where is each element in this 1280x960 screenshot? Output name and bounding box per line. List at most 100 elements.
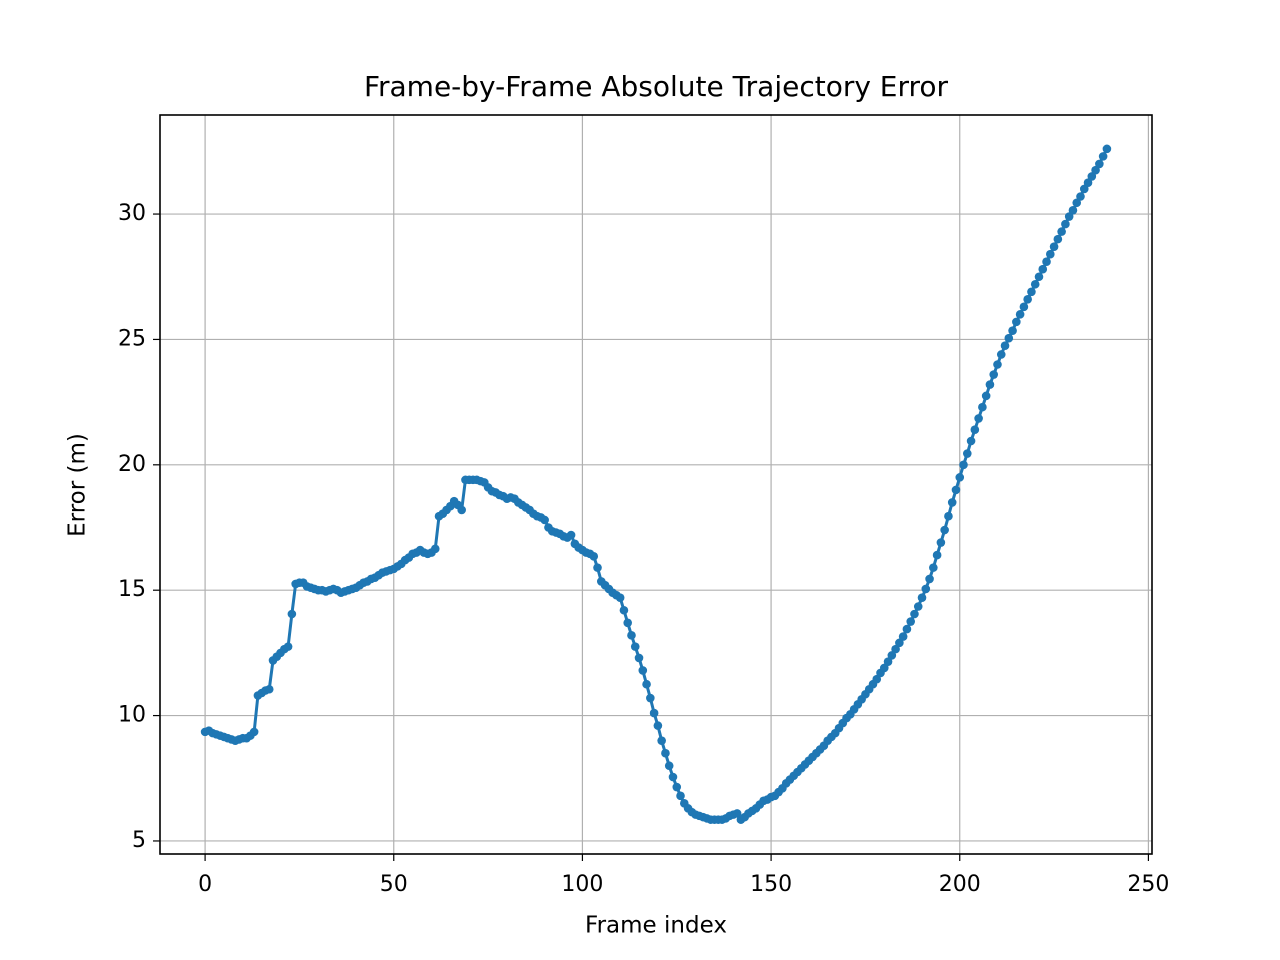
data-point <box>929 563 938 572</box>
data-point <box>996 350 1006 359</box>
data-point <box>981 391 991 401</box>
data-point <box>1057 227 1066 236</box>
chart-title: Frame-by-Frame Absolute Trajectory Error <box>364 70 949 103</box>
data-point <box>913 602 923 611</box>
data-point <box>895 638 904 648</box>
x-axis-label: Frame index <box>585 913 727 939</box>
data-point <box>653 721 663 730</box>
x-tick-label: 250 <box>1127 872 1169 897</box>
data-point <box>985 380 995 389</box>
data-point <box>1095 159 1104 169</box>
data-point <box>966 436 976 446</box>
data-point <box>917 593 927 603</box>
data-point <box>1068 205 1078 215</box>
data-point <box>947 498 957 507</box>
data-point <box>1004 333 1014 343</box>
data-point <box>940 525 949 535</box>
data-point <box>593 563 602 572</box>
data-point <box>287 609 297 619</box>
y-tick-label: 10 <box>118 703 146 728</box>
data-point <box>646 693 655 703</box>
data-point <box>1098 152 1108 161</box>
data-point <box>1038 264 1048 274</box>
data-point <box>910 609 919 619</box>
data-point <box>1083 178 1093 188</box>
data-point <box>1072 198 1082 208</box>
data-point <box>676 791 685 801</box>
data-point <box>649 708 659 718</box>
data-point <box>664 761 674 771</box>
data-point <box>944 511 953 521</box>
data-point <box>925 574 934 584</box>
data-point <box>657 736 666 745</box>
data-point <box>959 460 968 470</box>
data-point <box>638 666 648 675</box>
data-point <box>1015 310 1025 319</box>
data-point <box>627 631 636 640</box>
data-point <box>619 605 629 615</box>
x-tick-label: 50 <box>380 872 408 897</box>
data-point <box>1076 192 1085 201</box>
data-point <box>1027 287 1036 297</box>
data-point <box>661 748 670 758</box>
y-tick-label: 25 <box>118 326 146 351</box>
data-point <box>249 727 259 737</box>
y-tick-label: 15 <box>118 577 146 602</box>
data-point <box>1034 272 1044 282</box>
data-point <box>264 684 274 694</box>
x-tick-label: 200 <box>939 872 981 897</box>
data-point <box>906 617 915 626</box>
data-point <box>1102 144 1112 154</box>
data-point <box>1008 326 1017 335</box>
x-tick-label: 150 <box>750 872 792 897</box>
plot-frame <box>159 114 1153 855</box>
y-tick-label: 20 <box>118 452 146 477</box>
data-point <box>970 425 980 435</box>
data-point <box>936 538 946 547</box>
data-point <box>1079 184 1089 194</box>
data-point <box>630 642 640 651</box>
data-point <box>879 663 889 673</box>
data-point <box>1064 212 1074 221</box>
data-point <box>283 642 293 651</box>
grid <box>160 115 1152 854</box>
data-point <box>921 584 931 594</box>
data-point <box>566 530 576 540</box>
data-point <box>615 593 625 603</box>
data-point <box>430 544 440 554</box>
y-axis-label: Error (m) <box>65 433 91 537</box>
data-point <box>902 624 912 634</box>
data-point <box>932 550 942 560</box>
data-point <box>623 618 633 628</box>
data-point <box>1030 279 1040 289</box>
data-point <box>993 360 1002 369</box>
data-point <box>1012 317 1021 327</box>
data-point <box>872 674 882 684</box>
data-point <box>974 414 983 423</box>
data-point <box>1061 219 1070 229</box>
data-point <box>540 515 549 525</box>
data-point <box>589 552 599 561</box>
data-point <box>1053 234 1063 244</box>
data-point <box>955 473 965 482</box>
data-point <box>1046 249 1055 259</box>
plot <box>200 144 1112 824</box>
x-tick-label: 0 <box>198 872 212 897</box>
data-point <box>1042 257 1051 266</box>
data-point <box>962 449 972 458</box>
data-point <box>732 809 742 818</box>
data-point <box>1049 242 1059 251</box>
data-point <box>642 679 651 689</box>
data-point <box>1087 172 1097 181</box>
data-point <box>978 402 987 412</box>
data-point <box>457 505 466 515</box>
data-point <box>989 370 999 379</box>
x-tick-label: 100 <box>561 872 603 897</box>
data-point <box>634 653 644 663</box>
y-tick-label: 30 <box>118 201 146 226</box>
data-point <box>898 632 908 641</box>
data-point <box>1023 295 1032 304</box>
